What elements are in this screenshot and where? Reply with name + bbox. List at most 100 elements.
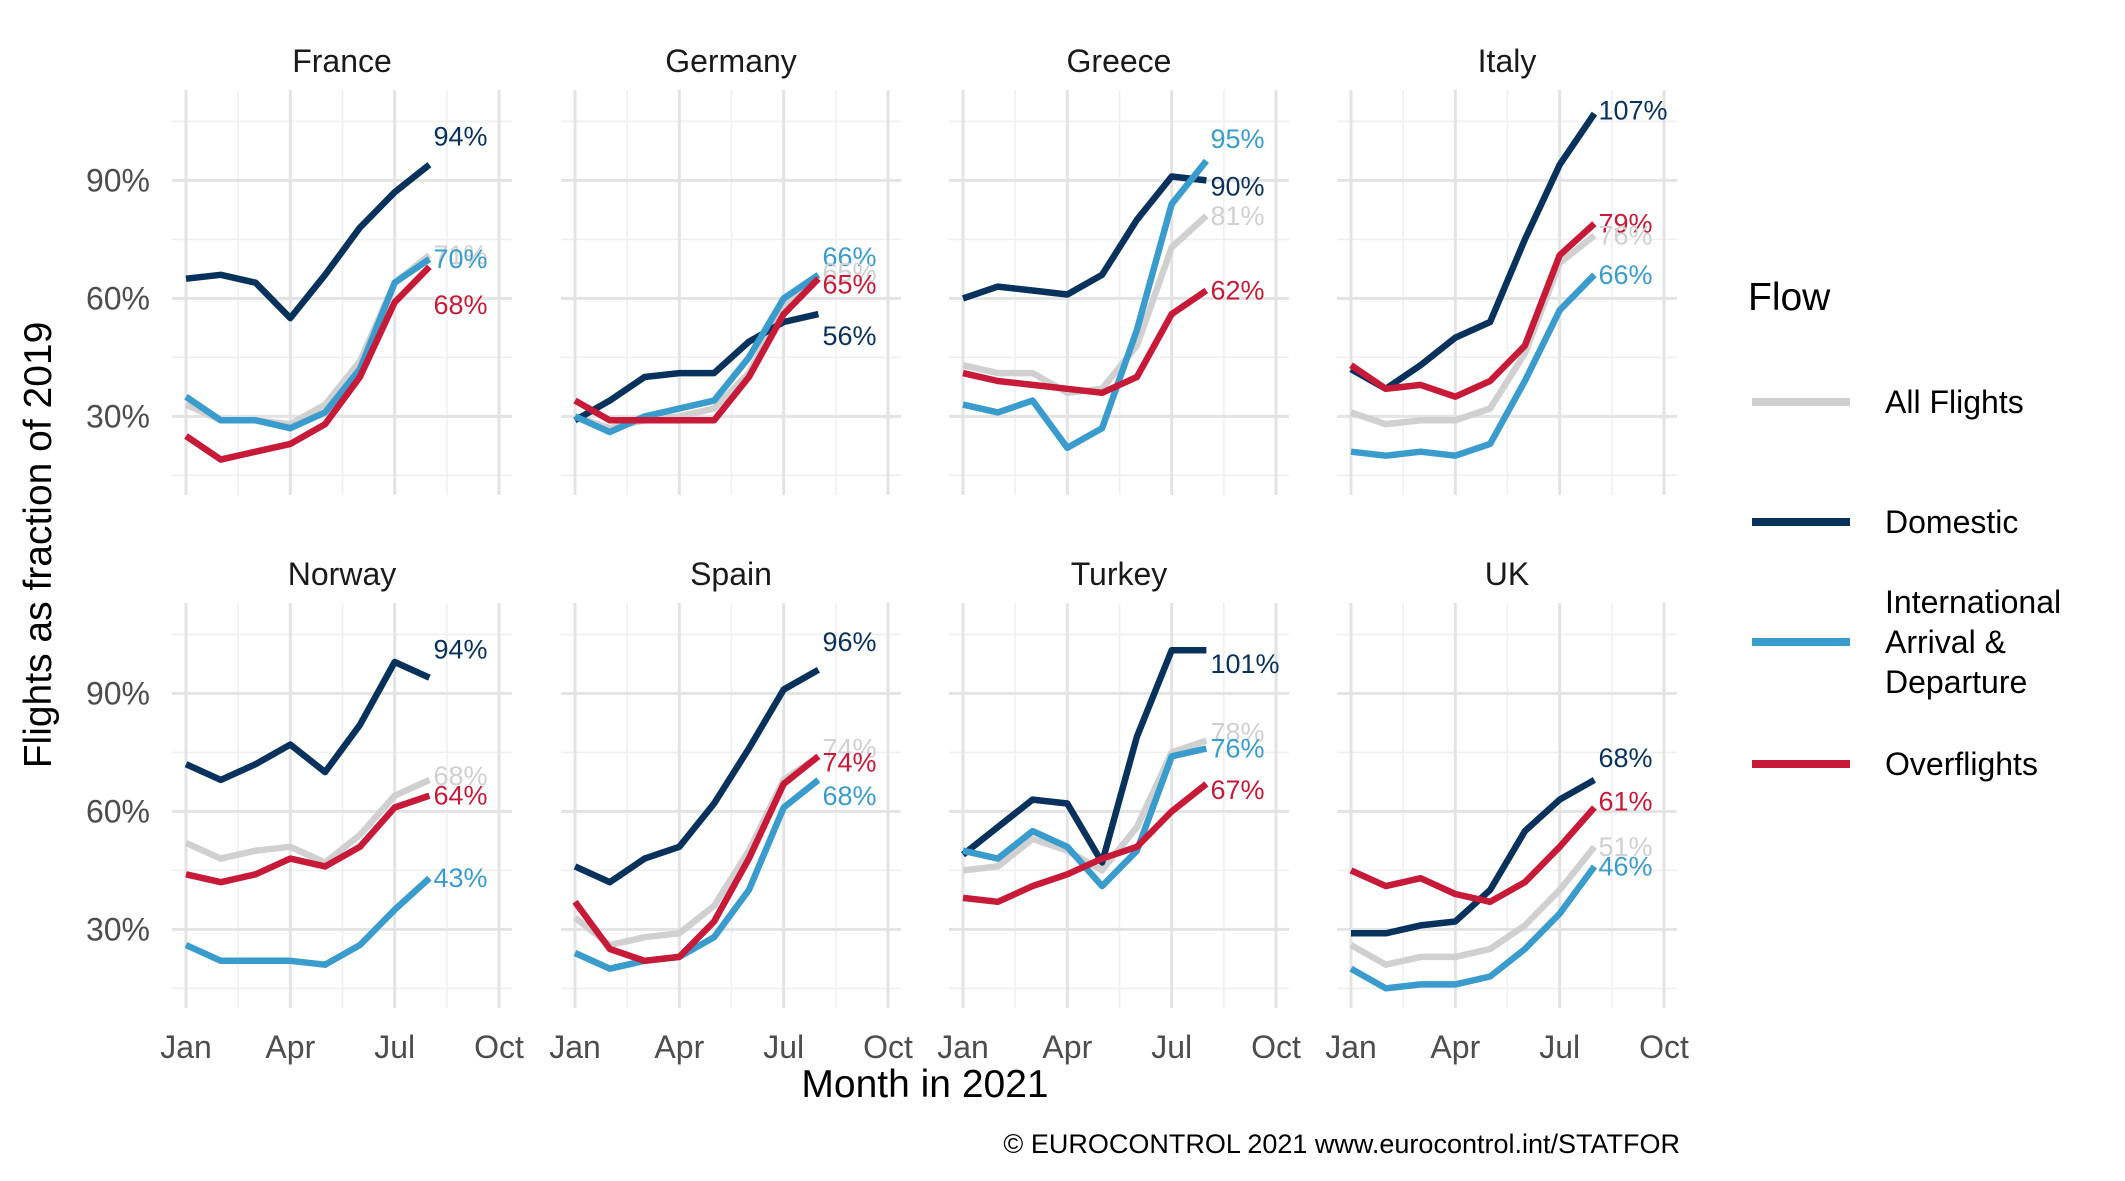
facet-panel-spain: Spain 96% 74%74% 68% (561, 556, 901, 1008)
panel-end-labels: 107% 79%76% 66% (1598, 96, 1667, 290)
legend-label-all: All Flights (1885, 384, 2024, 420)
series-line-domestic (1349, 111, 1598, 393)
panel-series (573, 272, 821, 436)
data-label-all: 65% (822, 258, 876, 288)
series-line-domestic (573, 666, 821, 886)
facet-title: France (292, 43, 392, 79)
panel-series (1349, 777, 1598, 992)
data-label-over: 64% (433, 781, 487, 811)
y-tick-label: 60% (86, 280, 150, 316)
data-label-over: 68% (433, 290, 487, 320)
facet-panel-turkey: Turkey 101% 78%76% 67% (949, 556, 1289, 1008)
facet-title: UK (1485, 556, 1529, 592)
copyright-caption: © EUROCONTROL 2021 www.eurocontrol.int/S… (1003, 1129, 1680, 1159)
x-tick-label: Oct (1251, 1029, 1301, 1065)
data-label-over: 79% (1598, 209, 1652, 239)
series-line-over (572, 753, 821, 965)
x-tick-label: Jul (1539, 1029, 1580, 1065)
legend-title: Flow (1748, 276, 1831, 319)
data-label-domestic: 94% (433, 122, 487, 152)
series-line-domestic (961, 173, 1207, 302)
legend-label-line: All Flights (1885, 384, 2024, 420)
facet-panels: France94%71%70%68%Germany66%65%65%56%Gre… (172, 43, 1677, 1008)
data-label-domestic: 94% (433, 635, 487, 665)
series-line-domestic (185, 162, 432, 322)
series-line-intl (962, 158, 1209, 452)
data-label-all: 81% (1210, 201, 1264, 231)
data-label-over: 61% (1598, 786, 1652, 816)
data-label-over: 67% (1210, 775, 1264, 805)
legend-label-domestic: Domestic (1885, 504, 2018, 540)
panel-series (572, 666, 821, 972)
facet-panel-france: France 94% 71%70% 68% (172, 43, 512, 495)
facet-panel-uk: UK 68% 61% 51%46% (1337, 556, 1677, 1008)
panel-series (184, 658, 432, 968)
data-label-all: 71% (433, 240, 487, 270)
x-tick-label: Jul (763, 1029, 804, 1065)
legend-item-all: All Flights (1752, 384, 2024, 420)
x-tick-label: Jul (1151, 1029, 1192, 1065)
y-tick-label: 60% (86, 793, 150, 829)
panel-grid (1337, 90, 1677, 495)
series-line-all (1349, 844, 1597, 968)
panel-end-labels: 101% 78%76% 67% (1210, 649, 1279, 805)
x-tick-label: Apr (265, 1029, 315, 1065)
legend-item-intl: International Arrival & Departure (1752, 584, 2061, 700)
x-tick-label: Jul (374, 1029, 415, 1065)
legend-label-line: Overflights (1885, 746, 2038, 782)
x-tick-label: Apr (654, 1029, 704, 1065)
data-label-domestic: 56% (822, 321, 876, 351)
facet-title: Norway (288, 556, 396, 592)
x-tick-label: Oct (474, 1029, 524, 1065)
x-tick-label: Oct (1639, 1029, 1689, 1065)
panel-series (960, 646, 1209, 906)
data-label-domestic: 96% (822, 627, 876, 657)
x-tick-label: Jan (1325, 1029, 1377, 1065)
y-axis-title: Flights as fraction of 2019 (17, 322, 60, 769)
series-line-all (184, 776, 431, 866)
data-label-domestic: 101% (1210, 649, 1279, 679)
series-line-over (573, 276, 821, 424)
series-line-domestic (1351, 777, 1597, 937)
panel-series (961, 158, 1209, 452)
panel-end-labels: 95% 90%81% 62% (1210, 124, 1264, 306)
data-label-domestic: 107% (1598, 96, 1667, 126)
facet-panel-norway: Norway 94% 68%64% 43% (172, 556, 512, 1008)
data-label-intl: 46% (1598, 851, 1652, 881)
x-tick-label: Apr (1430, 1029, 1480, 1065)
panel-grid (172, 90, 512, 495)
panel-end-labels: 96% 74%74% 68% (822, 627, 876, 811)
data-label-over: 65% (822, 270, 876, 300)
y-tick-label: 30% (86, 398, 150, 434)
x-tick-label: Oct (863, 1029, 913, 1065)
series-line-domestic (184, 658, 431, 784)
panel-grid (561, 603, 901, 1008)
series-line-intl (184, 256, 432, 432)
panel-end-labels: 66%65%65% 56% (822, 242, 876, 351)
data-label-all: 74% (822, 733, 876, 763)
legend-item-domestic: Domestic (1752, 504, 2018, 540)
panel-end-labels: 68% 61% 51%46% (1598, 743, 1652, 882)
x-tick-label: Apr (1042, 1029, 1092, 1065)
data-label-intl: 43% (433, 863, 487, 893)
data-label-domestic: 90% (1210, 171, 1264, 201)
legend-item-over: Overflights (1752, 746, 2038, 782)
panel-series (1349, 111, 1598, 459)
facet-title: Italy (1478, 43, 1537, 79)
series-line-intl (573, 272, 821, 436)
x-tick-label: Jan (160, 1029, 212, 1065)
series-line-intl (1350, 272, 1597, 459)
data-label-all: 78% (1210, 718, 1264, 748)
facet-panel-italy: Italy 107% 79%76% 66% (1337, 43, 1677, 495)
data-label-intl: 66% (1598, 260, 1652, 290)
facet-panel-greece: Greece 95% 90%81% 62% (949, 43, 1289, 495)
series-line-all (962, 213, 1209, 397)
series-line-intl (1349, 864, 1598, 992)
panel-series (184, 162, 432, 463)
data-label-all: 51% (1598, 832, 1652, 862)
facet-panel-germany: Germany 66%65%65% 56% (561, 43, 901, 495)
series-line-over (185, 792, 431, 886)
data-label-intl: 76% (1210, 733, 1264, 763)
panel-end-labels: 94% 71%70% 68% (433, 122, 487, 320)
